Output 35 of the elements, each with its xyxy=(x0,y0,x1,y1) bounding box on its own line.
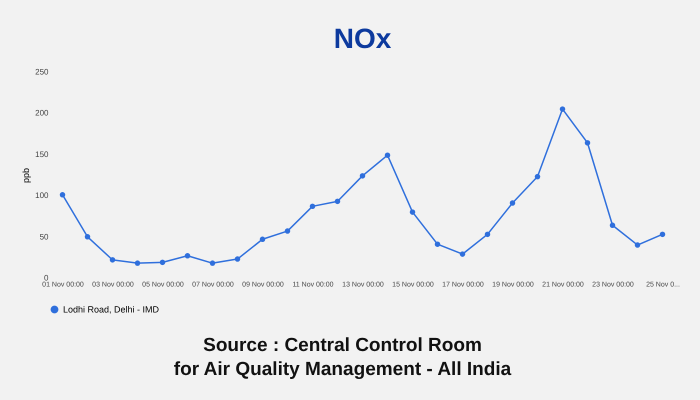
chart-title: NOx xyxy=(334,23,392,54)
point xyxy=(110,257,116,263)
legend-label: Lodhi Road, Delhi - IMD xyxy=(63,304,160,314)
y-tick-label: 50 xyxy=(40,232,50,242)
y-tick-label: 150 xyxy=(35,150,50,159)
point xyxy=(60,192,66,198)
point xyxy=(134,260,140,266)
point xyxy=(310,204,316,210)
y-tick-label: 250 xyxy=(35,68,50,76)
point xyxy=(584,140,590,146)
y-tick-label: 100 xyxy=(35,191,50,200)
point xyxy=(234,256,240,262)
point xyxy=(410,209,416,215)
point xyxy=(384,152,390,158)
point xyxy=(460,251,466,257)
point xyxy=(210,260,216,266)
y-axis-title: ppb xyxy=(21,168,32,184)
point xyxy=(534,174,540,180)
point xyxy=(84,234,90,240)
point xyxy=(360,173,366,179)
point xyxy=(510,200,516,206)
point xyxy=(160,260,166,266)
point xyxy=(434,241,440,247)
point xyxy=(634,242,640,248)
point xyxy=(610,222,616,228)
y-tick-label: 0 xyxy=(44,274,50,282)
point xyxy=(260,236,266,242)
y-tick-label: 200 xyxy=(35,108,50,118)
point xyxy=(284,228,290,234)
point xyxy=(184,253,190,258)
point xyxy=(660,232,666,238)
point xyxy=(560,106,566,112)
point xyxy=(484,232,490,238)
source-note: Source : Central Control Room for Air Quality Management - All India xyxy=(174,335,512,380)
point xyxy=(334,198,340,204)
